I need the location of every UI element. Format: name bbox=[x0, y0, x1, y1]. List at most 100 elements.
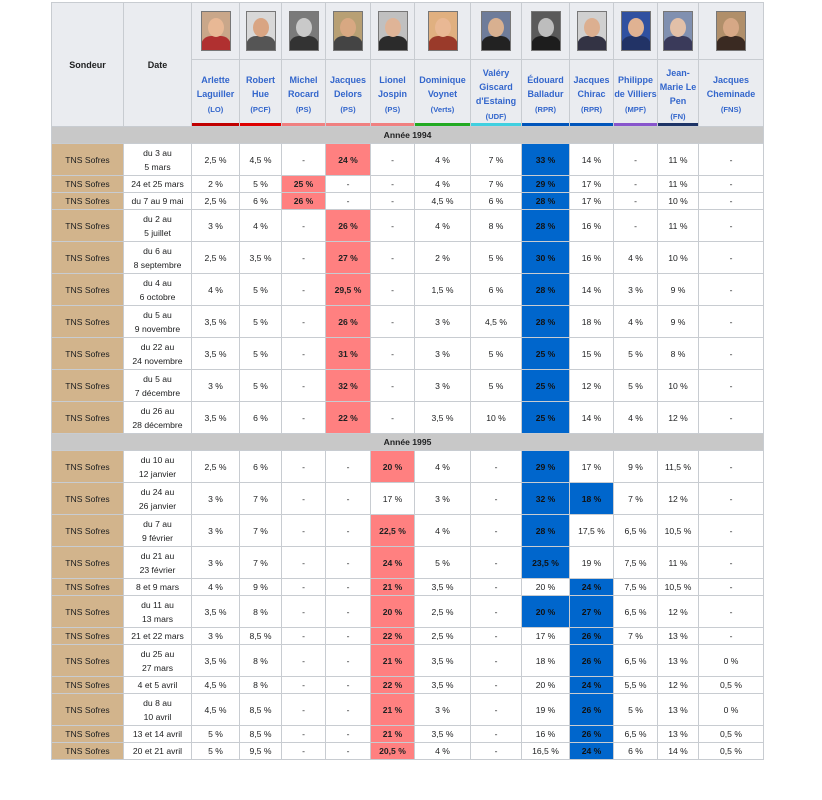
poll-value-cell: 23,5 % bbox=[521, 546, 570, 579]
header-date: Date bbox=[123, 2, 192, 127]
candidate-header: Arlette Laguiller (LO) bbox=[191, 59, 240, 127]
candidate-photo[interactable] bbox=[245, 11, 276, 51]
photo-head-shape bbox=[340, 18, 356, 37]
poll-value-cell: 11,5 % bbox=[657, 450, 699, 483]
pollster-cell: TNS Sofres bbox=[51, 273, 124, 306]
candidate-name-link[interactable]: Jacques Cheminade bbox=[706, 74, 756, 99]
date-line: du 22 au bbox=[140, 341, 175, 352]
date-line: 21 et 22 mars bbox=[131, 631, 184, 641]
date-line: du 25 au bbox=[140, 648, 175, 659]
poll-value-cell: - bbox=[698, 241, 764, 274]
candidate-photo-cell bbox=[613, 2, 658, 60]
party-color-bar bbox=[192, 123, 239, 126]
candidate-photo[interactable] bbox=[427, 11, 458, 51]
poll-value-cell: 11 % bbox=[657, 546, 699, 579]
poll-value-cell: 14 % bbox=[657, 742, 699, 760]
poll-value-cell: 29,5 % bbox=[325, 273, 371, 306]
photo-body-shape bbox=[577, 36, 606, 50]
poll-value-cell: 9 % bbox=[239, 578, 282, 596]
candidate-party-link[interactable]: (UDF) bbox=[485, 111, 507, 121]
candidate-party-link[interactable]: (MPF) bbox=[624, 104, 647, 114]
pollster-cell: TNS Sofres bbox=[51, 725, 124, 743]
date-line: 8 septembre bbox=[133, 259, 182, 270]
candidate-party-link[interactable]: (PS) bbox=[384, 104, 401, 114]
candidate-photo[interactable] bbox=[288, 11, 319, 51]
candidate-party-link[interactable]: (FNS) bbox=[720, 104, 742, 114]
candidate-name-link[interactable]: Arlette Laguiller bbox=[196, 74, 235, 99]
candidate-party-link[interactable]: (PS) bbox=[295, 104, 312, 114]
candidate-party-link[interactable]: (PS) bbox=[340, 104, 356, 114]
photo-head-shape bbox=[207, 18, 224, 37]
poll-value-cell: 24 % bbox=[370, 546, 415, 579]
date-cell: du 5 au 7 décembre bbox=[123, 369, 192, 402]
poll-value-cell: 5 % bbox=[191, 742, 240, 760]
poll-row: TNS Sofres 24 et 25 mars 2 % 5 % 25 % - -4 % 7 … bbox=[51, 175, 764, 193]
candidate-party-link[interactable]: (Verts) bbox=[430, 104, 455, 114]
poll-value-cell: - bbox=[370, 305, 415, 338]
candidate-photo-cell bbox=[657, 2, 699, 60]
poll-value-cell: - bbox=[470, 482, 522, 515]
poll-value-cell: 2,5 % bbox=[414, 627, 471, 645]
candidate-party-link[interactable]: (FN) bbox=[670, 111, 686, 121]
poll-value-cell: - bbox=[325, 693, 371, 726]
candidate-name-link[interactable]: Michel Rocard bbox=[287, 74, 319, 99]
poll-value-cell: 1,5 % bbox=[414, 273, 471, 306]
photo-body-shape bbox=[289, 36, 318, 50]
poll-value-cell: 14 % bbox=[569, 273, 614, 306]
candidate-photo[interactable] bbox=[576, 11, 607, 51]
poll-value-cell: 13 % bbox=[657, 627, 699, 645]
candidate-photo[interactable] bbox=[663, 11, 693, 51]
poll-row: TNS Sofres du 5 au 7 décembre 3 % 5 % -32 % -3… bbox=[51, 369, 764, 402]
date-cell: du 3 au 5 mars bbox=[123, 143, 192, 176]
poll-value-cell: 12 % bbox=[657, 482, 699, 515]
candidate-party-link[interactable]: (PCF) bbox=[250, 104, 271, 114]
poll-value-cell: 3 % bbox=[613, 273, 658, 306]
candidate-header: Michel Rocard (PS) bbox=[281, 59, 326, 127]
poll-value-cell: 12 % bbox=[569, 369, 614, 402]
candidate-photo[interactable] bbox=[716, 11, 746, 51]
candidate-photo[interactable] bbox=[377, 11, 408, 51]
poll-value-cell: 6 % bbox=[239, 450, 282, 483]
photo-body-shape bbox=[531, 36, 560, 50]
candidate-name-link[interactable]: Jean-Marie Le Pen bbox=[659, 67, 697, 106]
party-color-bar bbox=[614, 123, 657, 126]
poll-value-cell: 22 % bbox=[325, 401, 371, 434]
candidate-photo[interactable] bbox=[333, 11, 363, 51]
candidate-name-link[interactable]: Édouard Balladur bbox=[527, 74, 564, 99]
poll-value-cell: - bbox=[698, 514, 764, 547]
pollster-cell: TNS Sofres bbox=[51, 595, 124, 628]
date-cell: 13 et 14 avril bbox=[123, 725, 192, 743]
candidate-photo[interactable] bbox=[530, 11, 561, 51]
poll-value-cell: 22 % bbox=[370, 676, 415, 694]
photo-row: Sondeur Date bbox=[51, 2, 764, 127]
poll-value-cell: - bbox=[470, 644, 522, 677]
poll-value-cell: 3 % bbox=[191, 209, 240, 242]
candidate-name-link[interactable]: Valéry Giscard d'Estaing bbox=[475, 67, 517, 106]
date-line: 9 février bbox=[141, 532, 174, 543]
poll-value-cell: - bbox=[325, 175, 371, 193]
candidate-header: Robert Hue (PCF) bbox=[239, 59, 282, 127]
candidate-name-link[interactable]: Robert Hue bbox=[246, 74, 275, 99]
poll-value-cell: - bbox=[281, 143, 326, 176]
poll-value-cell: 19 % bbox=[569, 546, 614, 579]
candidate-name-link[interactable]: Jacques Delors bbox=[329, 74, 367, 99]
poll-value-cell: 3,5 % bbox=[414, 644, 471, 677]
candidate-name-link[interactable]: Philippe de Villiers bbox=[614, 74, 657, 99]
candidate-party-link[interactable]: (LO) bbox=[207, 104, 224, 114]
poll-value-cell: 4,5 % bbox=[470, 305, 522, 338]
poll-value-cell: 24 % bbox=[569, 578, 614, 596]
candidate-party-link[interactable]: (RPR) bbox=[534, 104, 557, 114]
poll-value-cell: 7 % bbox=[613, 482, 658, 515]
candidate-name-link[interactable]: Dominique Voynet bbox=[419, 74, 466, 99]
poll-value-cell: - bbox=[698, 369, 764, 402]
poll-value-cell: 7 % bbox=[470, 143, 522, 176]
poll-value-cell: 9 % bbox=[613, 450, 658, 483]
candidate-photo[interactable] bbox=[481, 11, 511, 51]
candidate-name-link[interactable]: Jacques Chirac bbox=[573, 74, 610, 99]
candidate-photo[interactable] bbox=[200, 11, 231, 51]
poll-value-cell: - bbox=[613, 175, 658, 193]
poll-value-cell: - bbox=[281, 627, 326, 645]
candidate-name-link[interactable]: Lionel Jospin bbox=[377, 74, 407, 99]
candidate-party-link[interactable]: (RPR) bbox=[580, 104, 603, 114]
candidate-photo[interactable] bbox=[620, 11, 651, 51]
